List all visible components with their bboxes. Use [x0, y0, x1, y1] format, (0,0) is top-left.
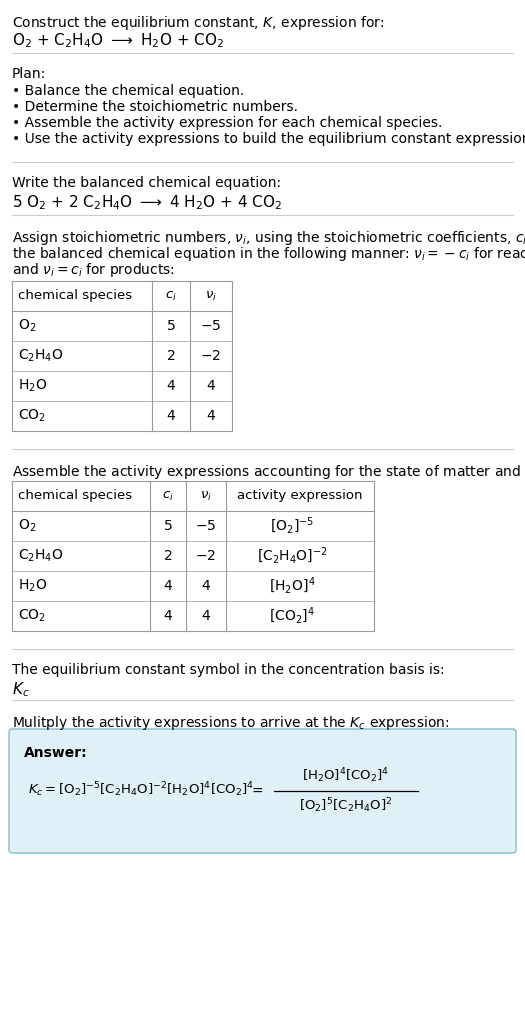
- Text: 4: 4: [207, 409, 215, 423]
- Text: the balanced chemical equation in the following manner: $\nu_i = -c_i$ for react: the balanced chemical equation in the fo…: [12, 245, 525, 263]
- Text: O$_2$: O$_2$: [18, 518, 36, 534]
- Text: 5: 5: [166, 319, 175, 333]
- Text: Mulitply the activity expressions to arrive at the $K_c$ expression:: Mulitply the activity expressions to arr…: [12, 714, 449, 732]
- Text: $[\mathrm{C_2H_4O}]^{-2}$: $[\mathrm{C_2H_4O}]^{-2}$: [257, 546, 328, 566]
- Text: • Assemble the activity expression for each chemical species.: • Assemble the activity expression for e…: [12, 116, 443, 130]
- Text: • Balance the chemical equation.: • Balance the chemical equation.: [12, 84, 244, 98]
- Bar: [12, 281, 232, 431]
- Text: C$_2$H$_4$O: C$_2$H$_4$O: [18, 347, 64, 364]
- Text: Assemble the activity expressions accounting for the state of matter and $\nu_i$: Assemble the activity expressions accoun…: [12, 463, 525, 481]
- Text: 4: 4: [207, 379, 215, 393]
- Text: $-5$: $-5$: [201, 319, 222, 333]
- Text: 2: 2: [164, 549, 172, 563]
- Text: Construct the equilibrium constant, $K$, expression for:: Construct the equilibrium constant, $K$,…: [12, 14, 384, 31]
- Bar: [12, 281, 232, 431]
- Text: 4: 4: [166, 379, 175, 393]
- Text: $-2$: $-2$: [195, 549, 216, 563]
- Text: $[\mathrm{O_2}]^{5} [\mathrm{C_2H_4O}]^{2}$: $[\mathrm{O_2}]^{5} [\mathrm{C_2H_4O}]^{…: [299, 797, 393, 816]
- Text: Plan:: Plan:: [12, 67, 46, 81]
- Text: $c_i$: $c_i$: [165, 290, 177, 303]
- Text: $K_c = [\mathrm{O_2}]^{-5} [\mathrm{C_2H_4O}]^{-2} [\mathrm{H_2O}]^{4} [\mathrm{: $K_c = [\mathrm{O_2}]^{-5} [\mathrm{C_2H…: [28, 780, 254, 800]
- Text: H$_2$O: H$_2$O: [18, 578, 47, 594]
- Text: $K_c$: $K_c$: [12, 680, 30, 699]
- Text: and $\nu_i = c_i$ for products:: and $\nu_i = c_i$ for products:: [12, 261, 175, 279]
- Text: 4: 4: [164, 609, 172, 623]
- Bar: [12, 481, 374, 631]
- Text: Assign stoichiometric numbers, $\nu_i$, using the stoichiometric coefficients, $: Assign stoichiometric numbers, $\nu_i$, …: [12, 229, 525, 247]
- Text: Write the balanced chemical equation:: Write the balanced chemical equation:: [12, 176, 281, 190]
- Text: $[\mathrm{CO_2}]^{4}$: $[\mathrm{CO_2}]^{4}$: [269, 606, 315, 626]
- Text: CO$_2$: CO$_2$: [18, 608, 46, 624]
- Text: 4: 4: [202, 609, 211, 623]
- Text: O$_2$ + C$_2$H$_4$O $\longrightarrow$ H$_2$O + CO$_2$: O$_2$ + C$_2$H$_4$O $\longrightarrow$ H$…: [12, 31, 224, 50]
- Text: $-5$: $-5$: [195, 519, 217, 533]
- FancyBboxPatch shape: [9, 729, 516, 853]
- Text: chemical species: chemical species: [18, 490, 132, 503]
- Text: Answer:: Answer:: [24, 746, 88, 760]
- Text: C$_2$H$_4$O: C$_2$H$_4$O: [18, 548, 64, 564]
- Text: $\nu_i$: $\nu_i$: [205, 290, 217, 303]
- Text: 4: 4: [166, 409, 175, 423]
- Text: The equilibrium constant symbol in the concentration basis is:: The equilibrium constant symbol in the c…: [12, 663, 445, 677]
- Text: O$_2$: O$_2$: [18, 318, 36, 334]
- Text: $[\mathrm{O_2}]^{-5}$: $[\mathrm{O_2}]^{-5}$: [270, 516, 314, 536]
- Text: CO$_2$: CO$_2$: [18, 407, 46, 425]
- Text: $\nu_i$: $\nu_i$: [200, 490, 212, 503]
- Text: 5: 5: [164, 519, 172, 533]
- Text: • Determine the stoichiometric numbers.: • Determine the stoichiometric numbers.: [12, 100, 298, 114]
- Text: $[\mathrm{H_2O}]^{4}$: $[\mathrm{H_2O}]^{4}$: [269, 576, 316, 596]
- Text: 5 O$_2$ + 2 C$_2$H$_4$O $\longrightarrow$ 4 H$_2$O + 4 CO$_2$: 5 O$_2$ + 2 C$_2$H$_4$O $\longrightarrow…: [12, 193, 282, 211]
- Text: activity expression: activity expression: [237, 490, 363, 503]
- Bar: [12, 481, 374, 631]
- Text: $c_i$: $c_i$: [162, 490, 174, 503]
- Text: 2: 2: [166, 350, 175, 363]
- Text: $-2$: $-2$: [201, 350, 222, 363]
- Text: • Use the activity expressions to build the equilibrium constant expression.: • Use the activity expressions to build …: [12, 132, 525, 146]
- Text: $=$: $=$: [248, 783, 264, 797]
- Text: 4: 4: [202, 579, 211, 593]
- Text: H$_2$O: H$_2$O: [18, 378, 47, 394]
- Text: chemical species: chemical species: [18, 290, 132, 303]
- Text: $[\mathrm{H_2O}]^{4} [\mathrm{CO_2}]^{4}$: $[\mathrm{H_2O}]^{4} [\mathrm{CO_2}]^{4}…: [302, 767, 390, 785]
- Text: 4: 4: [164, 579, 172, 593]
